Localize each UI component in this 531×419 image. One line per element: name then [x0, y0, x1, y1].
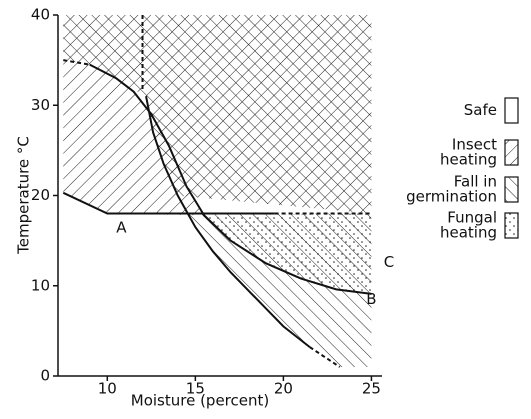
curve-label: C	[384, 253, 394, 271]
curve	[309, 346, 341, 368]
legend-label: Safe	[464, 101, 497, 119]
legend-swatch	[504, 97, 519, 124]
legend-label: Fungal	[447, 209, 497, 227]
y-tick-label: 30	[31, 96, 50, 114]
legend-item: Safe	[464, 97, 519, 124]
y-axis-label: Temperature °C	[15, 136, 33, 255]
x-tick-label: 15	[186, 380, 205, 398]
region	[204, 213, 372, 294]
curve-label: B	[366, 290, 376, 308]
legend-swatch	[504, 212, 519, 239]
legend-label: Fall in	[454, 173, 497, 191]
legend-label: Insect	[452, 136, 497, 154]
x-axis-label: Moisture (percent)	[131, 392, 269, 410]
x-tick-label: 25	[362, 380, 381, 398]
y-tick-label: 20	[31, 186, 50, 204]
legend-swatch	[504, 139, 519, 166]
y-tick-label: 40	[31, 6, 50, 24]
y-tick-label: 0	[40, 367, 50, 385]
x-tick-label: 20	[274, 380, 293, 398]
legend-label: germination	[406, 188, 497, 206]
curve	[62, 191, 275, 215]
legend-label: heating	[440, 224, 497, 242]
x-tick-label: 10	[98, 380, 117, 398]
legend-swatch	[504, 176, 519, 203]
legend-label: heating	[440, 151, 497, 169]
y-tick-label: 10	[31, 276, 50, 294]
curve	[89, 63, 372, 295]
curve-label: A	[116, 218, 127, 236]
curve	[145, 96, 311, 348]
curve	[63, 59, 90, 66]
region	[63, 15, 372, 214]
